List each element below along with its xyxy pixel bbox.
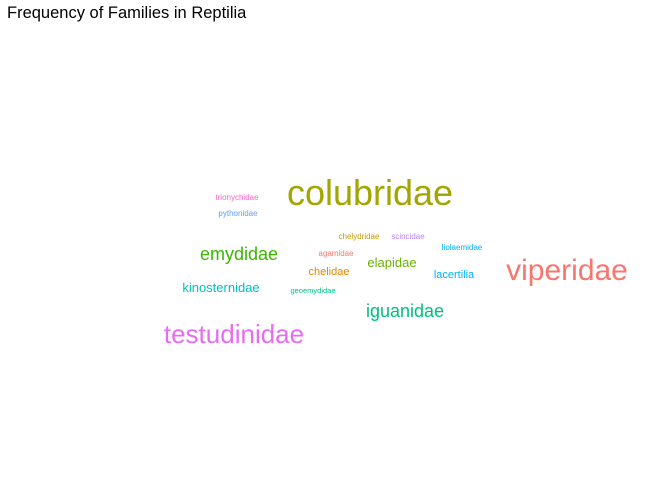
word-liolaemidae: liolaemidae	[442, 243, 483, 252]
word-agamidae: agamidae	[318, 249, 354, 258]
word-viperidae: viperidae	[506, 254, 628, 287]
word-geoemydidae: geoemydidae	[290, 286, 335, 295]
chart-title: Frequency of Families in Reptilia	[7, 4, 247, 22]
word-testudinidae: testudinidae	[164, 319, 304, 349]
word-pythonidae: pythonidae	[218, 209, 258, 218]
word-iguanidae: iguanidae	[366, 301, 444, 321]
word-chelidae: chelidae	[309, 266, 350, 278]
word-scincidae: scincidae	[391, 232, 425, 241]
word-kinosternidae: kinosternidae	[182, 280, 259, 295]
word-emydidae: emydidae	[200, 244, 278, 264]
word-elapidae: elapidae	[367, 255, 416, 270]
word-colubridae: colubridae	[287, 172, 453, 213]
word-trionychidae: trionychidae	[215, 193, 259, 202]
word-chelydridae: chelydridae	[339, 232, 380, 241]
word-lacertilia: lacertilia	[434, 269, 475, 281]
